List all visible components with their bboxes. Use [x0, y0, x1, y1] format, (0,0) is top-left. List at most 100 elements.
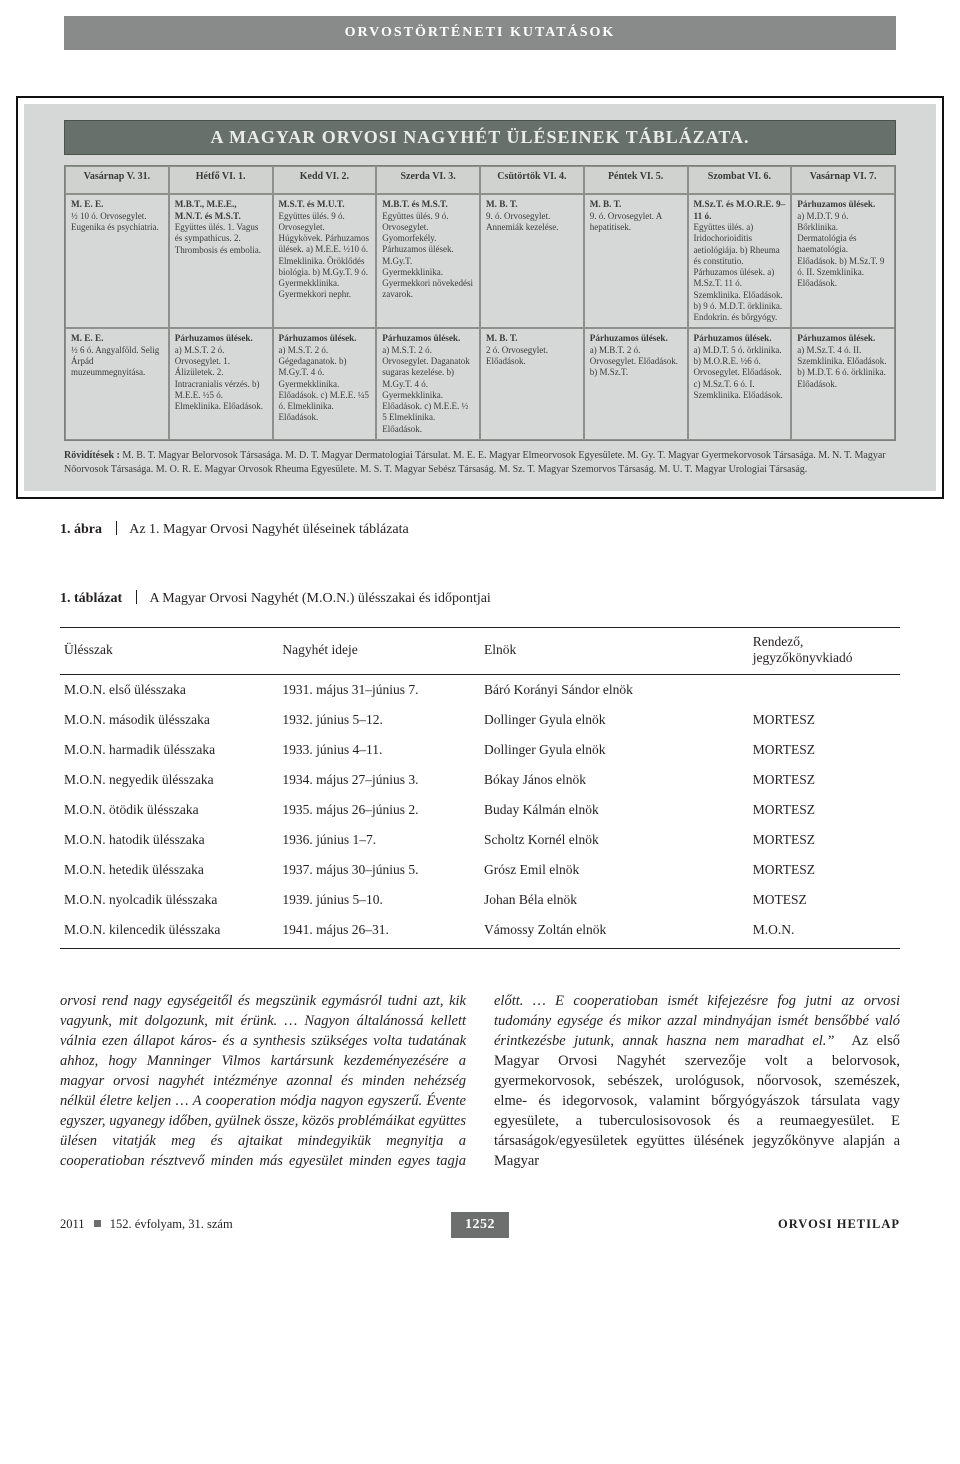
table-cell: M.O.N. negyedik ülésszaka: [60, 765, 278, 795]
table-cell: Bókay János elnök: [480, 765, 749, 795]
scan-cell: M. B. T.9. ó. Orvosegylet. A hepatitisek…: [584, 194, 688, 328]
footer-page-number: 1252: [451, 1212, 509, 1238]
scan-day-header: Csütörtök VI. 4.: [480, 166, 584, 194]
figure-label: 1. ábra: [60, 522, 102, 537]
table-cell: [749, 674, 900, 705]
table-row: M.O.N. hetedik ülésszaka1937. május 30–j…: [60, 855, 900, 885]
table-cell: MORTESZ: [749, 825, 900, 855]
page-footer: 2011 152. évfolyam, 31. szám 1252 ORVOSI…: [0, 1211, 960, 1239]
scan-cell: Párhuzamos ülések.a) M.D.T. 9 ó. Bőrklin…: [791, 194, 895, 328]
table-cell: M.O.N. első ülésszaka: [60, 674, 278, 705]
article-body: orvosi rend nagy egységeitől és megszüni…: [60, 991, 900, 1171]
table-column-header: Ülésszak: [60, 627, 278, 674]
table-cell: M.O.N. nyolcadik ülésszaka: [60, 885, 278, 915]
table-cell: Scholtz Kornél elnök: [480, 825, 749, 855]
figure-caption: 1. ábra Az 1. Magyar Orvosi Nagyhét ülés…: [60, 521, 900, 538]
scan-day-header: Kedd VI. 2.: [273, 166, 377, 194]
table-cell: Dollinger Gyula elnök: [480, 705, 749, 735]
scan-day-header: Péntek VI. 5.: [584, 166, 688, 194]
table-cell: M.O.N.: [749, 915, 900, 949]
footer-square-icon: [94, 1220, 101, 1227]
scan-title: A MAGYAR ORVOSI NAGYHÉT ÜLÉSEINEK TÁBLÁZ…: [64, 120, 896, 155]
scan-cell: M.S.T. és M.U.T.Együttes ülés. 9 ó. Orvo…: [273, 194, 377, 328]
table-cell: MORTESZ: [749, 855, 900, 885]
footer-journal: ORVOSI HETILAP: [778, 1217, 900, 1232]
scan-day-header: Vasárnap VI. 7.: [791, 166, 895, 194]
table-row: M.O.N. kilencedik ülésszaka1941. május 2…: [60, 915, 900, 949]
scan-grid: Vasárnap V. 31.Hétfő VI. 1.Kedd VI. 2.Sz…: [64, 165, 896, 441]
table-row: M.O.N. első ülésszaka1931. május 31–júni…: [60, 674, 900, 705]
scan-abbr-text: M. B. T. Magyar Belorvosok Társasága. M.…: [64, 450, 886, 475]
table-cell: M.O.N. hetedik ülésszaka: [60, 855, 278, 885]
caption-divider: [116, 521, 117, 535]
table-row: M.O.N. második ülésszaka1932. június 5–1…: [60, 705, 900, 735]
table-row: M.O.N. harmadik ülésszaka1933. június 4–…: [60, 735, 900, 765]
table-cell: 1935. május 26–június 2.: [278, 795, 480, 825]
scan-day-header: Szombat VI. 6.: [688, 166, 792, 194]
table-row: M.O.N. hatodik ülésszaka1936. június 1–7…: [60, 825, 900, 855]
scan-cell: Párhuzamos ülések.a) M.S.T. 2 ó. Gégedag…: [273, 328, 377, 440]
table-cell: M.O.N. hatodik ülésszaka: [60, 825, 278, 855]
scan-cell: M. E. E.½ 6 ó. Angyalföld. Selig Árpád m…: [65, 328, 169, 440]
scan-cell: Párhuzamos ülések.a) M.S.T. 2 ó. Orvoseg…: [169, 328, 273, 440]
scan-cell: Párhuzamos ülések.a) M.B.T. 2 ó. Orvoseg…: [584, 328, 688, 440]
scan-day-header: Vasárnap V. 31.: [65, 166, 169, 194]
table-cell: M.O.N. második ülésszaka: [60, 705, 278, 735]
scan-cell: Párhuzamos ülések.a) M.D.T. 5 ó. örklini…: [688, 328, 792, 440]
table-cell: 1939. június 5–10.: [278, 885, 480, 915]
table-cell: M.O.N. kilencedik ülésszaka: [60, 915, 278, 949]
table-cell: 1941. május 26–31.: [278, 915, 480, 949]
table-row: M.O.N. ötödik ülésszaka1935. május 26–jú…: [60, 795, 900, 825]
table-cell: MORTESZ: [749, 765, 900, 795]
scan-abbr-label: Rövidítések :: [64, 450, 120, 461]
table-cell: Grósz Emil elnök: [480, 855, 749, 885]
scan-cell: Párhuzamos ülések.a) M.S.T. 2 ó. Orvoseg…: [376, 328, 480, 440]
table-caption-text: A Magyar Orvosi Nagyhét (M.O.N.) üléssza…: [149, 591, 490, 606]
table-cell: Johan Béla elnök: [480, 885, 749, 915]
table-cell: 1936. június 1–7.: [278, 825, 480, 855]
table-cell: Buday Kálmán elnök: [480, 795, 749, 825]
table-column-header: Rendező, jegyzőkönyvkiadó: [749, 627, 900, 674]
table-cell: 1932. június 5–12.: [278, 705, 480, 735]
scan-day-header: Szerda VI. 3.: [376, 166, 480, 194]
table-cell: 1933. június 4–11.: [278, 735, 480, 765]
body-left-text: orvosi rend nagy egységeitől és megszüni…: [60, 993, 466, 1169]
mon-table: ÜlésszakNagyhét idejeElnökRendező, jegyz…: [60, 627, 900, 949]
scan-cell: M.B.T. és M.S.T.Együttes ülés. 9 ó. Orvo…: [376, 194, 480, 328]
scan-cell: M.Sz.T. és M.O.R.E. 9–11 ó.Együttes ülés…: [688, 194, 792, 328]
footer-year: 2011: [60, 1217, 85, 1231]
scan-day-header: Hétfő VI. 1.: [169, 166, 273, 194]
table-header-row: ÜlésszakNagyhét idejeElnökRendező, jegyz…: [60, 627, 900, 674]
table-cell: Báró Korányi Sándor elnök: [480, 674, 749, 705]
table-column-header: Nagyhét ideje: [278, 627, 480, 674]
table-cell: MORTESZ: [749, 735, 900, 765]
table-cell: MORTESZ: [749, 795, 900, 825]
table-cell: MORTESZ: [749, 705, 900, 735]
scan-cell: M. E. E.½ 10 ó. Orvosegylet. Eugenika és…: [65, 194, 169, 328]
table-row: M.O.N. nyolcadik ülésszaka1939. június 5…: [60, 885, 900, 915]
figure-caption-text: Az 1. Magyar Orvosi Nagyhét üléseinek tá…: [129, 522, 409, 537]
table-cell: 1937. május 30–június 5.: [278, 855, 480, 885]
scan-cell: Párhuzamos ülések.a) M.Sz.T. 4 ó. II. Sz…: [791, 328, 895, 440]
footer-left: 2011 152. évfolyam, 31. szám: [0, 1217, 233, 1232]
table-caption: 1. táblázat A Magyar Orvosi Nagyhét (M.O…: [60, 590, 900, 607]
table-cell: Vámossy Zoltán elnök: [480, 915, 749, 949]
table-cell: M.O.N. ötödik ülésszaka: [60, 795, 278, 825]
scan-cell: M. B. T.2 ó. Orvosegylet. Előadások.: [480, 328, 584, 440]
table-cell: 1934. május 27–június 3.: [278, 765, 480, 795]
table-row: M.O.N. negyedik ülésszaka1934. május 27–…: [60, 765, 900, 795]
body-right-roman-text: Az első Magyar Orvosi Nagyhét szervezője…: [494, 1033, 900, 1169]
scan-cell: M. B. T.9. ó. Orvosegylet. Annemiák keze…: [480, 194, 584, 328]
table-cell: MOTESZ: [749, 885, 900, 915]
figure-1-scan: A MAGYAR ORVOSI NAGYHÉT ÜLÉSEINEK TÁBLÁZ…: [16, 96, 944, 499]
scan-abbreviations: Rövidítések : M. B. T. Magyar Belorvosok…: [64, 449, 896, 477]
table-cell: 1931. május 31–június 7.: [278, 674, 480, 705]
scan-cell: M.B.T., M.E.E., M.N.T. és M.S.T.Együttes…: [169, 194, 273, 328]
caption-divider: [136, 590, 137, 604]
footer-issue: 152. évfolyam, 31. szám: [110, 1217, 233, 1231]
table-cell: M.O.N. harmadik ülésszaka: [60, 735, 278, 765]
table-column-header: Elnök: [480, 627, 749, 674]
table-cell: Dollinger Gyula elnök: [480, 735, 749, 765]
section-band: ORVOSTÖRTÉNETI KUTATÁSOK: [64, 16, 896, 50]
table-label: 1. táblázat: [60, 591, 122, 606]
